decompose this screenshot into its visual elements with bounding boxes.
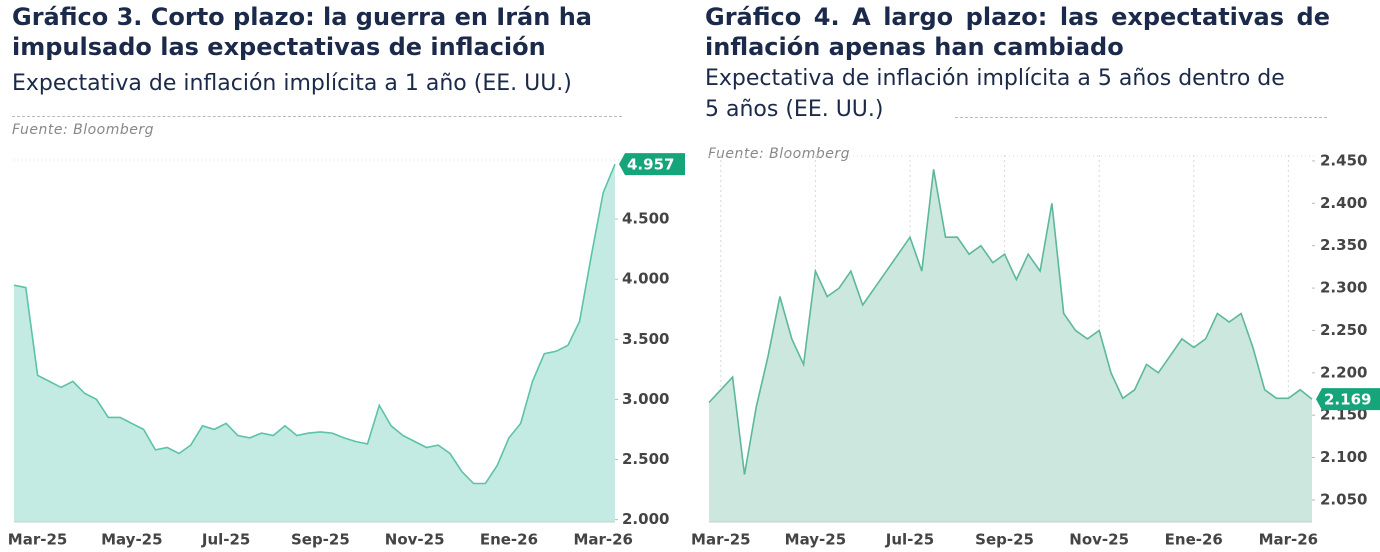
source: Fuente: Bloomberg — [708, 146, 851, 162]
x-tick-label: Jul-25 — [885, 531, 935, 549]
area-fill — [14, 164, 615, 522]
y-tick-label: 2.450 — [1320, 151, 1367, 169]
y-tick-label: 2.500 — [622, 450, 669, 468]
y-tick-label: 2.300 — [1320, 279, 1367, 297]
y-tick-label: 3.000 — [622, 390, 669, 408]
y-tick-label: 2.000 — [622, 510, 669, 528]
source: Fuente: Bloomberg — [12, 122, 155, 138]
x-tick-label: Nov-25 — [385, 531, 445, 549]
x-tick-label: Mar-25 — [691, 531, 751, 549]
area-fill — [709, 169, 1312, 522]
y-tick-label: 4.500 — [622, 210, 669, 228]
x-tick-label: Nov-25 — [1069, 531, 1129, 549]
x-tick-label: May-25 — [785, 531, 846, 549]
y-tick-label: 2.200 — [1320, 363, 1367, 381]
y-tick-label: 2.050 — [1320, 490, 1367, 508]
x-tick-label: Mar-25 — [8, 531, 68, 549]
y-tick-label: 2.250 — [1320, 321, 1367, 339]
value-label-box — [619, 153, 685, 176]
y-tick-label: 4.000 — [622, 270, 669, 288]
value-label-box — [1316, 388, 1380, 411]
value-label: 4.957 — [627, 156, 674, 174]
line — [708, 169, 1313, 475]
y-tick-label: 3.500 — [622, 330, 669, 348]
chart-title: Gráfico 4. A largo plazo: las expectativ… — [705, 3, 1330, 61]
x-tick-label: Mar-26 — [573, 531, 633, 549]
x-tick-label: Jul-25 — [201, 531, 251, 549]
y-tick-label: 2.150 — [1320, 406, 1367, 424]
chart-subtitle: Expectativa de inflación implícita a 5 a… — [705, 66, 1285, 122]
x-tick-label: Ene-26 — [480, 531, 538, 549]
x-tick-label: Sep-25 — [291, 531, 350, 549]
value-label: 2.169 — [1324, 391, 1371, 409]
line — [13, 163, 616, 485]
x-tick-label: Ene-26 — [1165, 531, 1223, 549]
y-tick-label: 2.350 — [1320, 236, 1367, 254]
y-tick-label: 2.400 — [1320, 194, 1367, 212]
x-tick-label: Mar-26 — [1259, 531, 1319, 549]
chart-subtitle: Expectativa de inflación implícita a 1 a… — [12, 71, 572, 96]
chart-title: Gráfico 3. Corto plazo: la guerra en Irá… — [12, 3, 592, 61]
y-tick-label: 2.100 — [1320, 448, 1367, 466]
x-tick-label: May-25 — [101, 531, 162, 549]
divider — [12, 116, 622, 117]
x-tick-label: Sep-25 — [975, 531, 1034, 549]
divider — [955, 117, 1327, 118]
